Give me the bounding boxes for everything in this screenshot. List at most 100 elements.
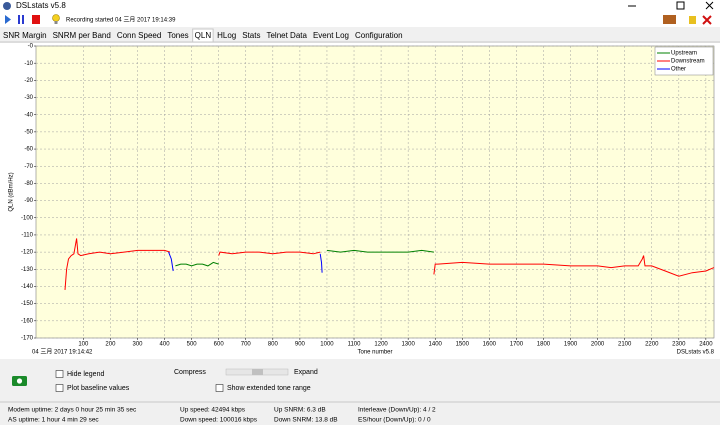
watermark: DSLstats v5.8 (677, 350, 715, 356)
y-tick-label: -150 (21, 301, 34, 307)
close-button[interactable] (705, 1, 714, 10)
checkbox[interactable] (55, 370, 64, 378)
toolbar (0, 12, 720, 27)
y-tick-label: -40 (24, 112, 33, 118)
status-text: Interleave (Down/Up): 4 / 2 (358, 407, 436, 414)
tab[interactable] (192, 28, 214, 43)
status-text: AS uptime: 1 hour 4 min 29 sec (8, 417, 99, 424)
recording-status: Recording started 04 三月 2017 19:14:39 (66, 17, 176, 24)
status-text: Modem uptime: 2 days 0 hour 25 min 35 se… (8, 407, 137, 414)
stop-button[interactable] (32, 15, 40, 24)
toolbar-icon[interactable] (689, 16, 696, 24)
series-line (168, 251, 323, 273)
legend-label: Upstream (671, 51, 697, 57)
x-tick-label: 900 (295, 342, 306, 348)
x-tick-label: 600 (214, 342, 225, 348)
maximize-button[interactable] (676, 1, 685, 10)
plot-area (35, 45, 715, 339)
bulb-icon (52, 14, 60, 22)
tab-label: Stats (242, 31, 260, 40)
tab-label: QLN (195, 31, 212, 40)
tab-strip: SNR Margin SNRM per Band Conn Speed Tones QL… (3, 28, 403, 43)
x-tick-label: 400 (160, 342, 171, 348)
chart: -0 -10 -20 -30 -40 -50 -60 -70 -80 -90 -100 -110 -12… (9, 44, 715, 356)
y-tick-label: -0 (28, 44, 34, 50)
x-axis-label: Tone number (357, 350, 392, 356)
checkbox[interactable] (215, 384, 224, 392)
x-tick-label: 1500 (456, 342, 470, 348)
y-axis-label: QLN (dBm/Hz) (9, 172, 15, 211)
checkbox-label: Show extended tone range (227, 385, 311, 392)
x-tick-label: 1400 (429, 342, 443, 348)
bulb-base (54, 21, 58, 24)
x-tick-label: 1000 (320, 342, 334, 348)
series-line (175, 249, 434, 267)
pause-button-bar (22, 15, 24, 24)
x-tick-label: 1700 (510, 342, 524, 348)
y-tick-label: -20 (24, 78, 33, 84)
y-tick-label: -130 (21, 267, 34, 273)
tab-label: Tones (167, 31, 188, 40)
x-tick-label: 1200 (374, 342, 388, 348)
y-tick-label: -70 (24, 164, 33, 170)
x-tick-label: 200 (105, 342, 116, 348)
camera-lens (16, 378, 23, 384)
title-bar (0, 0, 720, 12)
tab-label: HLog (217, 31, 236, 40)
x-tick-label: 2100 (618, 342, 632, 348)
y-tick-label: -100 (21, 215, 34, 221)
x-tick-label: 700 (241, 342, 252, 348)
x-tick-label: 1600 (483, 342, 497, 348)
toolbar-icon[interactable] (663, 15, 676, 24)
status-text: Down speed: 100016 kbps (180, 417, 258, 424)
slider-left-label: Compress (174, 369, 206, 376)
x-tick-label: 300 (132, 342, 143, 348)
y-tick-label: -90 (24, 198, 33, 204)
x-tick-label: 2200 (645, 342, 659, 348)
status-text: Down SNRM: 13.8 dB (274, 417, 338, 424)
x-tick-label: 1300 (401, 342, 415, 348)
status-text: ES/hour (Down/Up): 0 / 0 (358, 417, 431, 424)
y-tick-label: -140 (21, 284, 34, 290)
pause-button[interactable] (18, 15, 20, 24)
tab-label: Telnet Data (266, 31, 307, 40)
checkbox-label: Hide legend (67, 371, 104, 378)
x-tick-label: 2000 (591, 342, 605, 348)
chart-timestamp: 04 三月 2017 19:14:42 (32, 349, 93, 356)
x-tick-label: 800 (268, 342, 279, 348)
x-tick-label: 2400 (699, 342, 713, 348)
x-tick-label: 2300 (672, 342, 686, 348)
tab-label: SNRM per Band (53, 31, 111, 40)
x-tick-label: 1900 (564, 342, 578, 348)
status-text: Up speed: 42494 kbps (180, 407, 246, 414)
y-tick-label: -30 (24, 95, 33, 101)
checkbox[interactable] (55, 384, 64, 392)
y-tick-label: -60 (24, 147, 33, 153)
tab-label: Conn Speed (117, 31, 161, 40)
controls: Hide legend Plot baseline values Show exte… (55, 368, 318, 392)
y-tick-label: -160 (21, 318, 34, 324)
legend-label: Downstream (671, 59, 705, 65)
window-title: DSLstats v5.8 (16, 1, 66, 10)
slider-thumb[interactable] (252, 369, 263, 375)
play-button[interactable] (5, 15, 11, 24)
status-text: Up SNRM: 6.3 dB (274, 407, 326, 414)
y-tick-label: -80 (24, 181, 33, 187)
y-tick-label: -50 (24, 129, 33, 135)
y-tick-label: -120 (21, 250, 34, 256)
y-tick-label: -110 (21, 233, 33, 239)
x-tick-label: 1800 (537, 342, 551, 348)
x-tick-label: 100 (78, 342, 89, 348)
toolbar-icon[interactable] (702, 15, 712, 25)
status-bar: Modem uptime: 2 days 0 hour 25 min 35 se… (8, 407, 436, 424)
tab-label: Configuration (355, 31, 403, 40)
checkbox-label: Plot baseline values (67, 385, 130, 392)
y-tick-label: -170 (21, 336, 34, 342)
x-tick-label: 1100 (348, 342, 362, 348)
app-icon (3, 2, 11, 10)
slider-right-label: Expand (294, 369, 318, 376)
legend-label: Other (671, 67, 686, 73)
tab-label: Event Log (313, 31, 349, 40)
